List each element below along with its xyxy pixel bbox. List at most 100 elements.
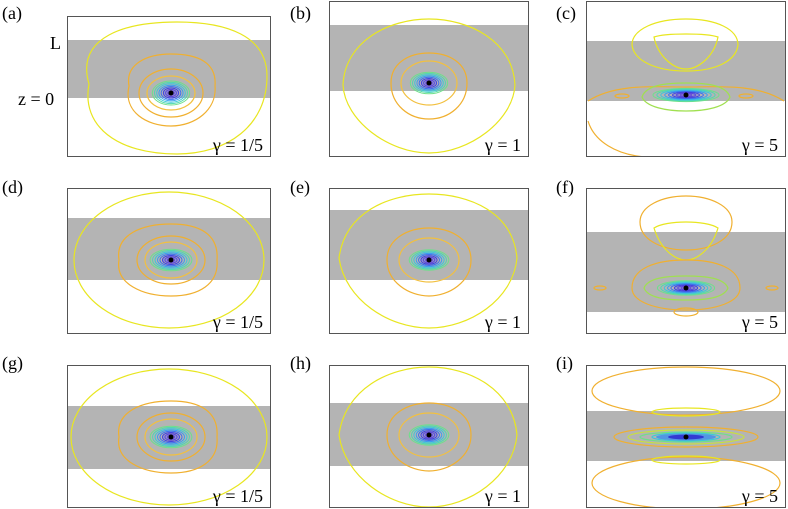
contour-plot-e [329, 193, 529, 329]
contour-line [136, 235, 206, 285]
panel-f: γ = 5 [586, 188, 786, 334]
contour-line [614, 93, 630, 99]
inner-contour [667, 282, 705, 294]
inner-contour [415, 427, 443, 443]
contour-line [653, 33, 719, 70]
contour-line [643, 275, 729, 301]
inner-contour [664, 90, 708, 100]
inner-contour [164, 433, 178, 441]
panel-i: γ = 5 [586, 365, 786, 508]
inner-contour [158, 84, 184, 102]
axis-label-z0: z = 0 [18, 89, 55, 109]
inner-contour [149, 248, 193, 272]
panel-label-h: (h) [290, 353, 311, 373]
contour-plot-c [586, 18, 786, 157]
panel-label-e: (e) [290, 177, 310, 197]
inner-contour [408, 424, 450, 446]
contour-line [651, 407, 721, 417]
contour-line [386, 402, 472, 472]
inner-contour [422, 256, 436, 264]
inner-contour [149, 425, 193, 449]
contour-line [591, 456, 781, 508]
inner-contour [152, 249, 190, 271]
inner-contour [411, 250, 447, 270]
source-point [683, 92, 689, 98]
contour-line [400, 60, 458, 106]
contour-line [641, 82, 731, 112]
inner-contour [164, 256, 178, 264]
contour-line [738, 93, 754, 99]
contour-line [651, 455, 721, 465]
contour-line [631, 18, 739, 72]
inner-contour [422, 431, 436, 439]
gamma-label-c: γ = 5 [741, 135, 778, 155]
inner-contour [414, 74, 444, 92]
source-point [168, 257, 174, 263]
contour-line [342, 18, 516, 154]
inner-contour [673, 284, 699, 292]
inner-contour [165, 88, 177, 98]
inner-contour [154, 428, 188, 446]
slab-region [586, 232, 786, 312]
panel-label-b: (b) [290, 3, 311, 23]
inner-contour [157, 252, 185, 268]
contour-line [627, 429, 745, 445]
inner-contour [159, 430, 183, 444]
contour-plot-i [586, 366, 786, 508]
inner-contour [660, 89, 712, 101]
panel-label-g: (g) [2, 353, 23, 373]
inner-contour [154, 81, 188, 105]
inner-contour [418, 76, 440, 90]
contour-line [70, 368, 268, 506]
contour-line [386, 227, 472, 297]
contour-line [338, 366, 518, 508]
gamma-label-g: γ = 1/5 [212, 486, 263, 506]
panel-label-d: (d) [2, 177, 23, 197]
contour-line [765, 285, 779, 291]
source-point [683, 285, 689, 291]
contour-plot-d [67, 191, 271, 329]
inner-contour [157, 429, 185, 445]
inner-contour [161, 255, 181, 265]
contour-line [338, 193, 518, 329]
inner-contour [413, 251, 445, 269]
inner-contour [159, 253, 183, 267]
inner-contour [672, 91, 700, 99]
contour-line [398, 412, 460, 458]
inner-contour [416, 75, 442, 91]
contour-line [639, 195, 733, 251]
gamma-label-d: γ = 1/5 [212, 312, 263, 332]
panel-label-a: (a) [2, 3, 22, 23]
inner-contour [161, 432, 181, 442]
inner-contour [162, 87, 180, 99]
source-point [426, 257, 432, 263]
contour-plot-h [329, 366, 529, 508]
contour-line [86, 21, 268, 155]
contour-plot-g [67, 368, 271, 506]
contour-plot-f [586, 195, 786, 317]
source-point [426, 432, 432, 438]
contour-plot-a [67, 21, 271, 155]
inner-contour [415, 252, 443, 268]
inner-contour [670, 283, 702, 293]
inner-contour [154, 251, 188, 269]
contour-line [118, 223, 218, 297]
contour-line [631, 259, 741, 311]
contour-line [146, 75, 196, 111]
panel-label-f: (f) [556, 177, 574, 197]
axis-label-L: L [50, 33, 61, 53]
inner-contour [663, 281, 709, 295]
inner-contour [152, 426, 190, 448]
contour-line [613, 426, 759, 448]
gamma-label-f: γ = 5 [741, 312, 778, 332]
contour-line [127, 53, 216, 127]
inner-contour [656, 88, 716, 102]
gamma-label-h: γ = 1 [484, 486, 521, 506]
gamma-label-b: γ = 1 [484, 135, 521, 155]
contour-line [587, 120, 647, 157]
inner-contour [418, 254, 440, 266]
panel-c: γ = 5 [586, 1, 786, 157]
inner-contour [411, 425, 447, 445]
inner-contour [151, 80, 191, 106]
inner-contour [156, 83, 186, 103]
